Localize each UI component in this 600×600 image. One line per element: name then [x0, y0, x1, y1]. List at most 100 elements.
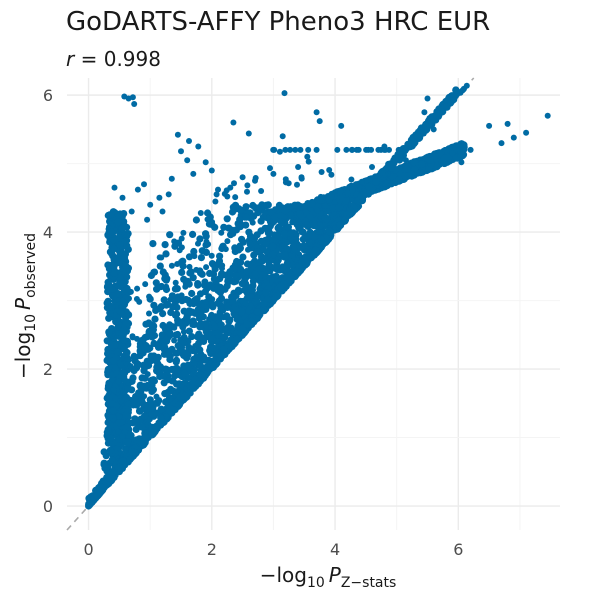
data-point	[262, 240, 270, 248]
data-point	[166, 321, 174, 329]
data-point	[427, 116, 435, 124]
data-point	[180, 328, 187, 335]
data-point	[369, 164, 375, 170]
data-point	[186, 263, 193, 270]
data-point	[299, 228, 307, 236]
data-point	[144, 216, 151, 223]
data-point	[166, 404, 174, 412]
data-point	[127, 288, 134, 295]
data-point	[405, 141, 413, 149]
data-point	[109, 468, 117, 476]
data-point	[227, 277, 235, 285]
data-point	[202, 159, 209, 166]
data-point	[191, 310, 198, 317]
data-point	[116, 413, 123, 420]
data-point	[186, 138, 192, 144]
data-point	[105, 329, 113, 337]
data-point	[433, 163, 441, 171]
data-point	[343, 146, 350, 153]
data-point	[122, 267, 130, 276]
data-point	[264, 235, 271, 242]
data-point	[364, 190, 372, 198]
data-point	[277, 282, 285, 290]
data-point	[467, 146, 474, 153]
data-point	[162, 276, 170, 284]
data-point	[122, 350, 130, 358]
data-point	[129, 374, 137, 382]
data-point	[402, 157, 409, 164]
data-point	[375, 146, 382, 153]
data-point	[110, 386, 117, 393]
data-point	[146, 310, 152, 317]
data-point	[255, 204, 263, 212]
data-point	[211, 328, 219, 336]
data-point	[314, 207, 321, 214]
data-point	[242, 203, 250, 211]
data-point	[348, 176, 355, 183]
data-point	[161, 390, 169, 398]
data-point	[233, 336, 241, 344]
data-point	[149, 386, 157, 394]
data-point	[202, 328, 209, 335]
data-point	[136, 407, 144, 415]
data-point	[167, 296, 174, 303]
data-point	[171, 337, 178, 344]
y-label-sub10: 10	[23, 314, 39, 332]
data-point	[222, 246, 229, 253]
data-point	[110, 262, 118, 270]
data-point	[109, 236, 118, 244]
data-point	[430, 126, 437, 133]
data-point	[449, 150, 456, 157]
data-point	[162, 250, 170, 258]
data-point	[282, 179, 289, 186]
data-point	[415, 136, 422, 142]
data-point	[411, 140, 418, 147]
data-point	[233, 306, 240, 313]
data-point	[213, 191, 220, 198]
data-point	[111, 184, 118, 191]
data-point	[115, 419, 123, 427]
data-point	[254, 308, 262, 316]
data-point	[124, 406, 132, 414]
data-point	[219, 262, 226, 269]
data-point	[372, 178, 380, 186]
data-point	[215, 186, 221, 193]
data-point	[172, 279, 179, 286]
data-point	[297, 146, 304, 153]
data-point	[177, 392, 185, 401]
data-point	[123, 273, 131, 281]
data-point	[192, 348, 199, 355]
data-point	[116, 241, 124, 249]
data-point	[126, 455, 134, 464]
data-point	[414, 128, 423, 136]
data-point	[169, 304, 176, 311]
data-point	[237, 258, 245, 266]
data-point	[349, 146, 356, 153]
data-point	[263, 201, 269, 208]
data-point	[168, 175, 175, 182]
data-point	[261, 255, 268, 262]
data-point	[209, 296, 216, 303]
data-point	[277, 206, 284, 213]
data-point	[174, 296, 181, 303]
data-point	[147, 201, 154, 208]
data-point	[263, 248, 270, 255]
data-point	[115, 378, 122, 385]
data-point	[255, 259, 263, 267]
data-point	[410, 158, 418, 166]
data-point	[188, 289, 196, 298]
data-point	[108, 399, 116, 407]
data-point	[114, 218, 122, 226]
data-point	[120, 254, 129, 262]
data-point	[346, 210, 354, 218]
data-point	[168, 262, 175, 269]
data-point	[150, 269, 157, 275]
data-point	[163, 283, 170, 290]
data-point	[178, 235, 185, 242]
data-point	[246, 240, 254, 248]
data-point	[104, 365, 112, 373]
data-point	[124, 311, 132, 319]
data-point	[276, 211, 285, 219]
data-point	[171, 242, 179, 250]
data-point	[116, 274, 124, 282]
